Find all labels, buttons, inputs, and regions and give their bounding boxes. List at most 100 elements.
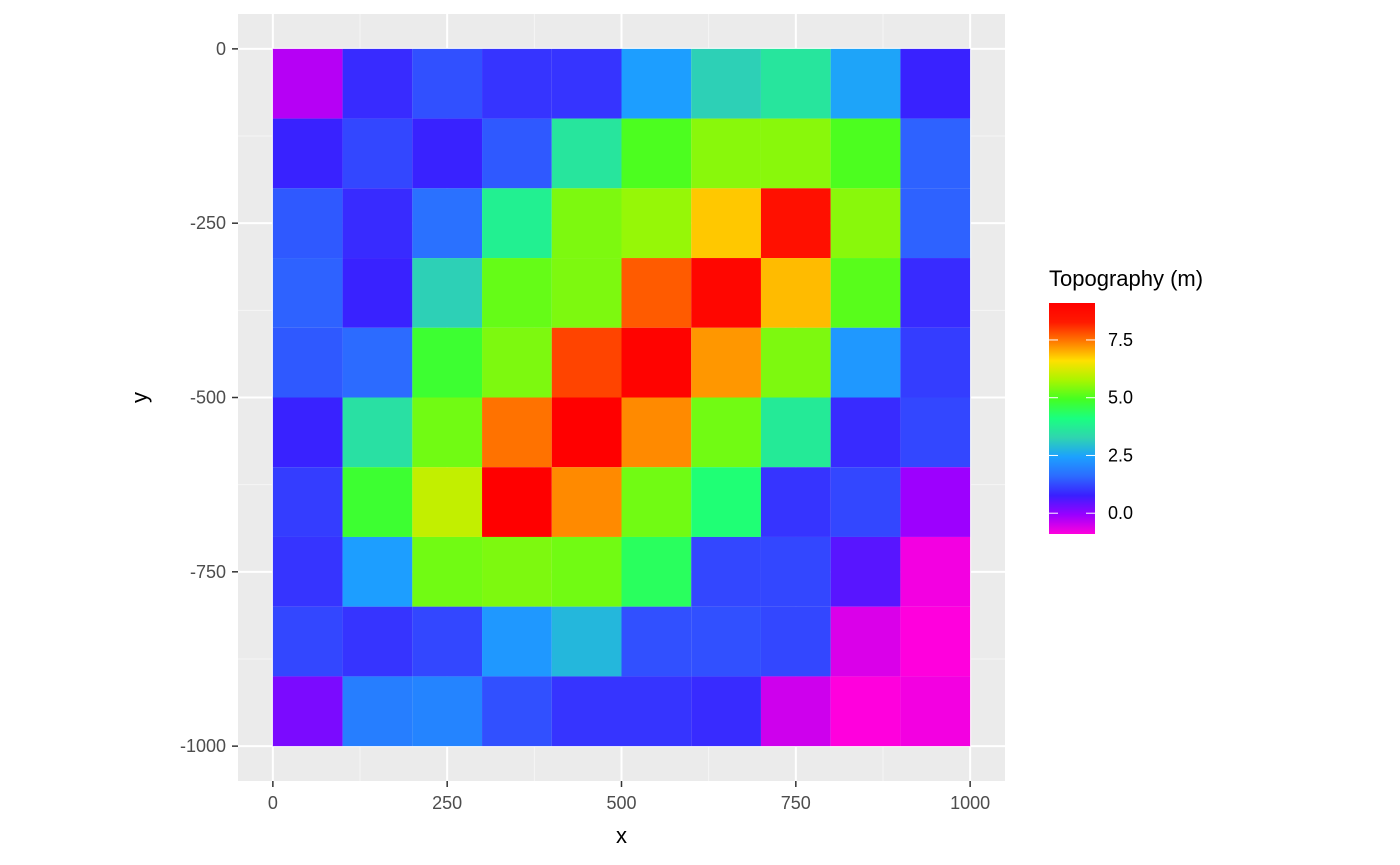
heatmap-cell bbox=[272, 676, 343, 747]
heatmap-cell bbox=[760, 188, 831, 259]
heatmap-cell bbox=[482, 327, 552, 398]
heatmap-cell bbox=[760, 258, 831, 328]
legend-colorbar bbox=[1049, 303, 1095, 534]
x-tick-label: 500 bbox=[606, 793, 636, 813]
heatmap-cell bbox=[482, 188, 552, 259]
y-tick-label: -500 bbox=[190, 388, 226, 408]
heatmap-cell bbox=[412, 397, 483, 468]
heatmap-cell bbox=[830, 397, 901, 468]
legend-break-label: 2.5 bbox=[1108, 445, 1133, 465]
heatmap-cell bbox=[830, 258, 901, 328]
heatmap-cell bbox=[830, 536, 901, 607]
legend-break-label: 7.5 bbox=[1108, 330, 1133, 350]
heatmap-cell bbox=[900, 676, 971, 747]
legend-break-label: 5.0 bbox=[1108, 388, 1133, 408]
heatmap-cell bbox=[342, 606, 413, 677]
legend-title: Topography (m) bbox=[1049, 266, 1203, 291]
heatmap-cell bbox=[412, 467, 483, 537]
heatmap-cell bbox=[900, 606, 971, 677]
heatmap-cell bbox=[551, 258, 622, 328]
heatmap-cell bbox=[551, 118, 622, 189]
heatmap-cell bbox=[412, 676, 483, 747]
x-tick-label: 250 bbox=[432, 793, 462, 813]
heatmap-cell bbox=[691, 606, 761, 677]
heatmap-cell bbox=[272, 258, 343, 328]
heatmap-cell bbox=[342, 48, 413, 119]
heatmap-cell bbox=[412, 188, 483, 259]
heatmap-cell bbox=[551, 48, 622, 119]
heatmap-cell bbox=[342, 467, 413, 537]
heatmap-cell bbox=[830, 606, 901, 677]
heatmap-cell bbox=[412, 327, 483, 398]
heatmap-cell bbox=[621, 258, 692, 328]
x-tick-label: 1000 bbox=[950, 793, 990, 813]
heatmap-cell bbox=[900, 536, 971, 607]
heatmap-cell bbox=[272, 48, 343, 119]
heatmap-cell bbox=[272, 118, 343, 189]
heatmap-cell bbox=[900, 118, 971, 189]
heatmap-cell bbox=[551, 676, 622, 747]
heatmap-cell bbox=[691, 188, 761, 259]
heatmap-cell bbox=[482, 536, 552, 607]
legend-break-label: 0.0 bbox=[1108, 503, 1133, 523]
heatmap-cell bbox=[900, 258, 971, 328]
x-axis: 0 250 500 750 1000 bbox=[268, 781, 990, 813]
heatmap-cell bbox=[412, 258, 483, 328]
y-axis-title: y bbox=[127, 392, 152, 403]
heatmap-cell bbox=[830, 676, 901, 747]
heatmap-cell bbox=[272, 606, 343, 677]
heatmap-cell bbox=[621, 118, 692, 189]
heatmap-cell bbox=[551, 188, 622, 259]
y-tick-label: -1000 bbox=[180, 736, 226, 756]
heatmap-cell bbox=[272, 188, 343, 259]
heatmap-cell bbox=[691, 467, 761, 537]
legend-ticks: 0.0 2.5 5.0 7.5 bbox=[1049, 330, 1133, 523]
legend: Topography (m) 0.0 2.5 5.0 7.5 bbox=[1049, 266, 1203, 534]
x-tick-label: 0 bbox=[268, 793, 278, 813]
heatmap-cell bbox=[830, 188, 901, 259]
heatmap-cell bbox=[551, 536, 622, 607]
heatmap-cell bbox=[621, 676, 692, 747]
heatmap-cell bbox=[760, 48, 831, 119]
heatmap-cell bbox=[272, 397, 343, 468]
x-tick-label: 750 bbox=[781, 793, 811, 813]
heatmap-cell bbox=[830, 48, 901, 119]
heatmap-cell bbox=[760, 327, 831, 398]
heatmap-cell bbox=[342, 536, 413, 607]
heatmap-cell bbox=[482, 258, 552, 328]
heatmap-cell bbox=[691, 258, 761, 328]
heatmap-cell bbox=[342, 676, 413, 747]
heatmap-cell bbox=[621, 327, 692, 398]
y-tick-label: -250 bbox=[190, 213, 226, 233]
heatmap-cell bbox=[621, 606, 692, 677]
heatmap-cell bbox=[342, 327, 413, 398]
heatmap-cell bbox=[412, 118, 483, 189]
heatmap-cell bbox=[900, 467, 971, 537]
heatmap-cell bbox=[691, 48, 761, 119]
heatmap-cell bbox=[412, 606, 483, 677]
y-tick-label: 0 bbox=[216, 39, 226, 59]
heatmap-cell bbox=[621, 536, 692, 607]
heatmap-cell bbox=[691, 327, 761, 398]
heatmap-cell bbox=[691, 676, 761, 747]
heatmap-cell bbox=[760, 676, 831, 747]
heatmap-cell bbox=[482, 467, 552, 537]
heatmap-cell bbox=[342, 188, 413, 259]
heatmap-cell bbox=[830, 118, 901, 189]
heatmap-cell bbox=[412, 536, 483, 607]
heatmap-cell bbox=[482, 118, 552, 189]
heatmap-cell bbox=[830, 327, 901, 398]
y-axis: 0 -250 -500 -750 -1000 bbox=[180, 39, 238, 756]
heatmap-cell bbox=[272, 536, 343, 607]
heatmap-cell bbox=[342, 118, 413, 189]
heatmap-cell bbox=[551, 327, 622, 398]
heatmap-cell bbox=[551, 606, 622, 677]
heatmap-cell bbox=[760, 397, 831, 468]
heatmap-cells bbox=[272, 48, 971, 747]
heatmap-cell bbox=[621, 48, 692, 119]
heatmap-cell bbox=[621, 397, 692, 468]
heatmap-cell bbox=[272, 327, 343, 398]
heatmap-cell bbox=[900, 327, 971, 398]
heatmap-cell bbox=[482, 397, 552, 468]
